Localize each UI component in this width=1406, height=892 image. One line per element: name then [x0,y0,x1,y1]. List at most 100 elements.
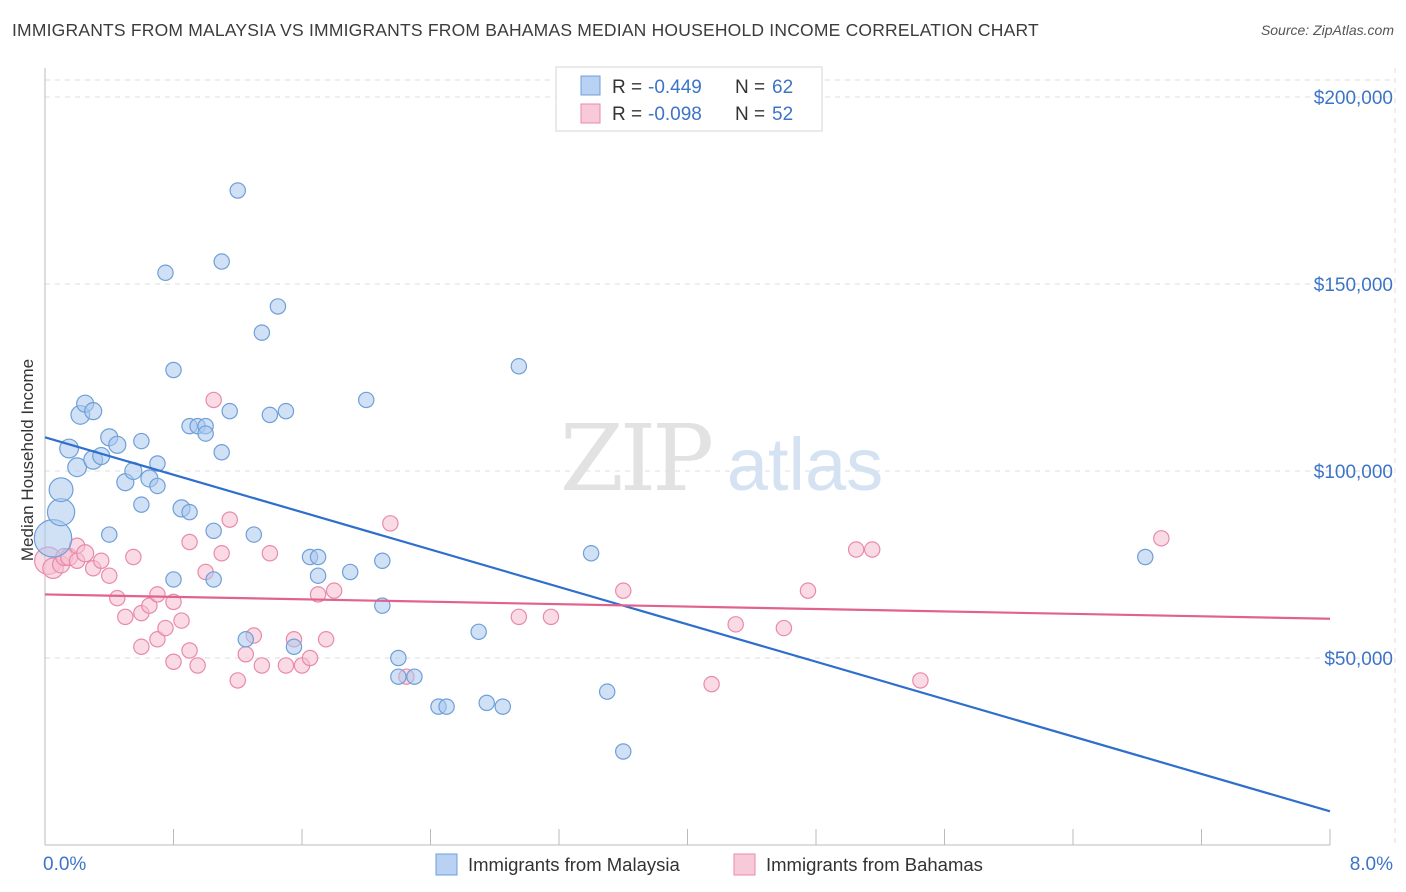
bahamas-point [229,672,247,689]
legend-r-value-1: -0.449 [648,77,702,98]
bahamas-point [189,657,206,674]
malaysia-point [181,503,198,521]
bahamas-point [1153,530,1170,547]
malaysia-point [277,402,295,420]
bahamas-point [847,541,865,558]
stats-legend: R = -0.449 N = 62 R = -0.098 N = 52 [555,66,823,132]
malaysia-point [67,457,88,478]
bahamas-point [542,608,560,626]
bahamas-point [149,586,166,603]
malaysia-point [197,425,214,442]
malaysia-point [614,743,632,760]
bahamas-point [181,642,198,659]
malaysia-point [165,361,182,379]
malaysia-point [165,571,182,588]
bahamas-point [277,657,295,674]
malaysia-point [510,358,528,375]
bahamas-point [325,582,343,599]
bahamas-point [133,638,150,656]
bahamas-point [141,597,158,614]
malaysia-point [390,668,407,685]
malaysia-point [133,432,150,450]
malaysia-point [358,391,375,409]
malaysia-point [598,683,616,700]
bahamas-point [799,582,817,599]
legend-malaysia-swatch [435,853,458,876]
watermark-zip: ZIP [560,405,711,512]
y-tick-labels: $50,000 $100,000 $150,000 $200,000 [1314,88,1393,670]
malaysia-point [269,298,287,315]
bahamas-point [76,544,95,563]
bahamas-point [301,649,319,667]
bahamas-point [703,675,720,693]
malaysia-point [149,477,166,495]
bahamas-point [221,511,238,528]
legend-n-label-1: N = [735,77,765,98]
malaysia-point [406,668,423,685]
bahamas-point [181,533,198,551]
malaysia-point [261,406,279,424]
legend-r-value-2: -0.098 [648,104,702,125]
bahamas-point [165,653,182,670]
legend-n-value-2: 52 [772,104,793,125]
malaysia-point [470,623,487,641]
malaysia-point [237,631,255,648]
bahamas-point [213,545,230,562]
watermark: ZIP atlas [560,405,883,512]
bahamas-point [125,548,142,566]
malaysia-point [1137,548,1154,566]
malaysia-point [84,402,103,421]
bahamas-point [510,608,528,626]
legend-bahamas-label: Immigrants from Bahamas [766,854,983,875]
malaysia-point [245,526,263,543]
legend-r-label-1: R = [612,77,642,98]
y-tick-label: $150,000 [1314,275,1393,296]
y-tick-label: $100,000 [1314,462,1393,483]
legend-swatch-pink [580,103,601,124]
bahamas-point [309,586,327,603]
malaysia-trend-line [44,436,1331,813]
bahamas-point [205,391,222,409]
malaysia-point [253,324,271,341]
malaysia-point [100,526,118,543]
malaysia-point [48,477,74,503]
x-tick-label: 8.0% [1350,854,1393,875]
bahamas-point [117,608,134,626]
malaysia-point [494,698,512,715]
malaysia-point [133,496,150,513]
x-tick-labels: 0.0% 8.0% [43,854,1393,875]
bahamas-point [912,672,929,689]
legend-malaysia-label: Immigrants from Malaysia [468,854,680,875]
bahamas-point [614,582,632,599]
bahamas-point [237,646,255,663]
legend-swatch-blue [580,75,601,96]
bahamas-trend-line [44,593,1331,620]
bahamas-point [157,619,174,637]
bahamas-point [382,515,399,532]
malaysia-point [213,253,230,270]
malaysia-point [309,548,327,566]
bahamas-point [109,589,126,607]
bahamas-point [173,612,190,629]
malaysia-point [221,402,238,420]
bahamas-point [727,616,744,633]
legend-bahamas-swatch [733,853,756,876]
y-axis-label: Median Household Income [18,358,37,562]
malaysia-point [285,638,303,656]
malaysia-point [438,698,455,715]
x-tick-label: 0.0% [43,854,86,875]
legend-n-value-1: 62 [772,77,793,98]
malaysia-point [205,571,222,588]
malaysia-point [46,497,76,527]
chart-source: Source: ZipAtlas.com [1260,22,1394,38]
malaysia-point [205,522,222,540]
malaysia-point [108,435,127,454]
chart-title: IMMIGRANTS FROM MALAYSIA VS IMMIGRANTS F… [12,20,1039,40]
malaysia-point [374,552,391,570]
legend-r-label-2: R = [612,104,642,125]
watermark-atlas: atlas [727,423,883,506]
bahamas-point [261,545,279,562]
series-legend: Immigrants from Malaysia Immigrants from… [435,853,983,876]
bahamas-point [775,619,793,637]
